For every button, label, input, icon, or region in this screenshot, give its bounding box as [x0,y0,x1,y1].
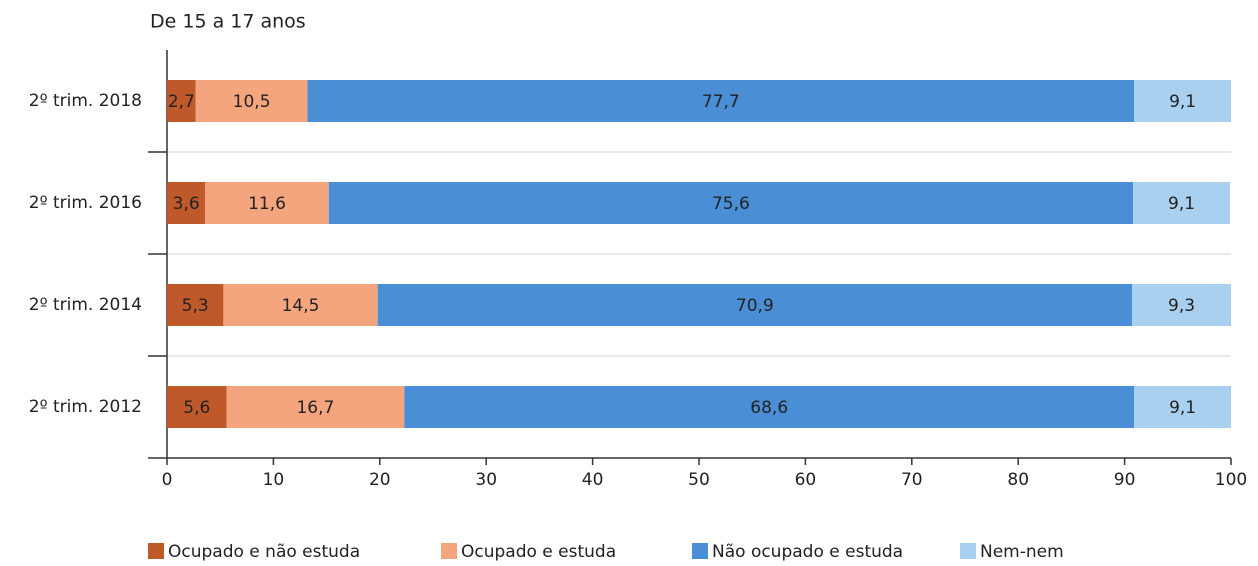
x-tick-label: 90 [1114,470,1136,490]
legend-swatch [441,543,457,559]
bar-value-label: 5,6 [183,398,210,418]
bar-value-label: 75,6 [712,194,750,214]
y-tick-label: 2º trim. 2018 [29,91,142,111]
bar-segment [223,284,378,326]
bar-segment [195,80,308,122]
x-tick-label: 20 [369,470,391,490]
bar-segment [167,284,224,326]
bar-value-label: 9,1 [1169,92,1196,112]
bar-value-label: 9,1 [1168,194,1195,214]
bar-value-label: 9,1 [1169,398,1196,418]
legend-label: Nem-nem [980,542,1064,562]
bar-segment [1133,182,1230,224]
y-tick-label: 2º trim. 2014 [29,295,142,315]
x-tick-label: 40 [582,470,604,490]
legend-swatch [960,543,976,559]
bar-value-label: 2,7 [168,92,195,112]
legend-label: Não ocupado e estuda [712,542,903,562]
bar-segment [1132,284,1231,326]
bar-value-label: 5,3 [182,296,209,316]
x-tick-label: 80 [1007,470,1029,490]
y-tick-label: 2º trim. 2012 [29,397,142,417]
x-tick-label: 100 [1215,470,1247,490]
bar-segment [167,386,227,428]
bar-value-label: 3,6 [173,194,200,214]
legend-label: Ocupado e estuda [461,542,616,562]
x-tick-label: 0 [162,470,173,490]
x-tick-label: 60 [795,470,817,490]
bar-segment [328,182,1134,224]
bar-value-label: 68,6 [750,398,788,418]
y-tick-label: 2º trim. 2016 [29,193,142,213]
bar-segment [377,284,1133,326]
bar-segment [167,80,196,122]
bar-value-label: 9,3 [1168,296,1195,316]
bar-segment [167,182,206,224]
bar-value-label: 11,6 [248,194,286,214]
bar-segment [1134,80,1231,122]
bar-segment [205,182,329,224]
bar-segment [307,80,1135,122]
x-tick-label: 10 [263,470,285,490]
bar-value-label: 10,5 [233,92,271,112]
legend-swatch [148,543,164,559]
x-tick-label: 50 [688,470,710,490]
legend-label: Ocupado e não estuda [168,542,360,562]
bar-segment [1134,386,1231,428]
bar-segment [226,386,405,428]
chart-title: De 15 a 17 anos [150,11,306,33]
bar-value-label: 77,7 [702,92,740,112]
x-tick-label: 30 [475,470,497,490]
legend-swatch [692,543,708,559]
bar-segment [404,386,1135,428]
bar-value-label: 14,5 [282,296,320,316]
bar-value-label: 70,9 [736,296,774,316]
bar-value-label: 16,7 [296,398,334,418]
x-tick-label: 70 [901,470,923,490]
